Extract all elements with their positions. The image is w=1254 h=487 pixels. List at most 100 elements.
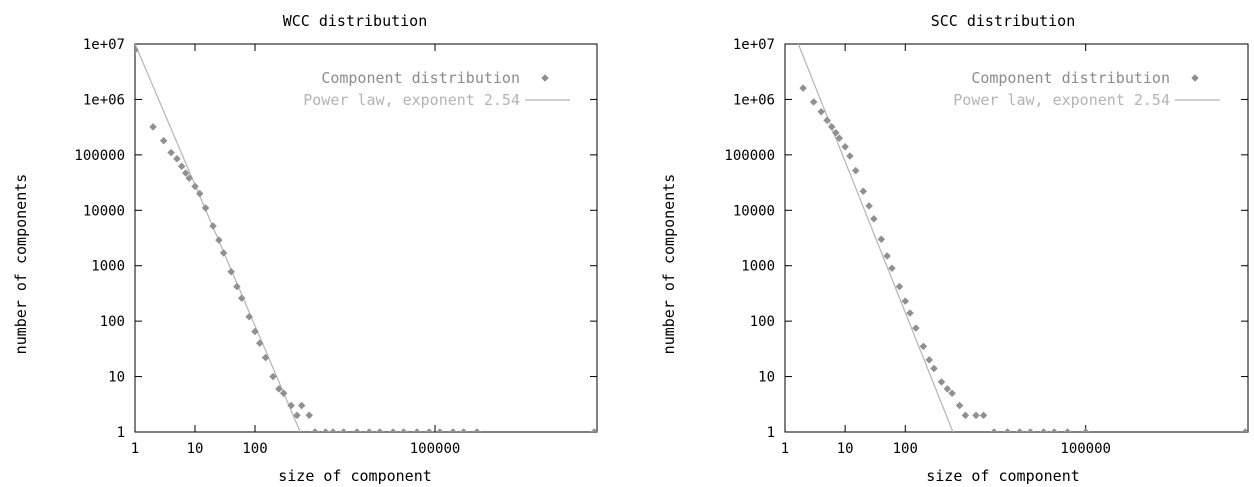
data-point xyxy=(948,389,956,398)
x-axis-label: size of component xyxy=(926,467,1080,485)
data-point xyxy=(177,162,186,171)
data-point xyxy=(389,428,397,432)
data-point xyxy=(269,372,277,381)
data-point xyxy=(888,264,896,273)
x-tick-label: 10 xyxy=(837,441,854,457)
plot-area: 1 10 100 100000 1 10 100 1000 10000 100000 1e+06 1e… xyxy=(724,37,1249,457)
data-point xyxy=(209,222,217,230)
y-tick-label: 1000 xyxy=(741,259,775,275)
data-point xyxy=(955,401,964,410)
data-point xyxy=(435,428,444,432)
data-point xyxy=(245,312,254,321)
data-point xyxy=(181,169,190,177)
data-point xyxy=(990,428,998,432)
data-point xyxy=(817,107,826,116)
data-point xyxy=(293,411,301,420)
data-point xyxy=(1063,428,1072,432)
data-point xyxy=(215,236,223,244)
data-point xyxy=(919,342,928,351)
data-point xyxy=(1050,428,1059,432)
legend-label: Power law, exponent 2.54 xyxy=(303,91,520,109)
data-point xyxy=(877,235,886,244)
x-tick-label: 100000 xyxy=(1060,441,1111,457)
scc-chart: SCC distribution size of component numbe… xyxy=(660,12,1249,485)
data-point xyxy=(251,327,259,336)
x-tick-label: 1 xyxy=(781,441,789,457)
data-point xyxy=(201,204,210,212)
data-point xyxy=(1026,428,1035,432)
data-point xyxy=(399,428,408,432)
data-point xyxy=(851,166,860,175)
data-point xyxy=(159,136,168,145)
x-tick-label: 100 xyxy=(242,441,267,457)
y-axis-label: number of components xyxy=(12,174,30,355)
power-law-line xyxy=(797,44,954,432)
legend-label: Component distribution xyxy=(321,69,520,87)
data-point xyxy=(227,267,235,276)
x-tick-label: 10 xyxy=(187,441,204,457)
x-tick-label: 100 xyxy=(893,441,918,457)
wcc-chart: WCC distribution size of component numbe… xyxy=(12,12,598,485)
data-point xyxy=(365,428,374,432)
data-point xyxy=(219,249,228,257)
data-point xyxy=(590,428,597,432)
data-point xyxy=(869,215,878,223)
data-point xyxy=(449,428,457,432)
x-tick-label: 1 xyxy=(131,441,139,457)
data-point xyxy=(413,428,421,432)
data-point xyxy=(809,98,818,106)
data-point xyxy=(167,148,175,157)
data-point xyxy=(329,428,337,432)
data-point xyxy=(979,411,988,420)
legend-label: Power law, exponent 2.54 xyxy=(953,91,1170,109)
x-tick-label: 100000 xyxy=(410,441,461,457)
data-point xyxy=(297,401,306,410)
data-point xyxy=(185,174,194,183)
data-point xyxy=(353,428,361,432)
data-point xyxy=(895,282,904,291)
data-point xyxy=(195,189,204,198)
data-point xyxy=(1015,428,1024,432)
y-tick-label: 1e+07 xyxy=(83,37,125,53)
data-point xyxy=(459,428,468,432)
data-point xyxy=(841,142,849,151)
y-tick-label: 100 xyxy=(100,314,125,330)
data-point xyxy=(961,411,970,420)
data-point xyxy=(149,123,157,131)
x-axis-label: size of component xyxy=(278,467,432,485)
data-point xyxy=(865,202,873,210)
data-layer xyxy=(135,44,597,432)
data-point xyxy=(901,297,910,305)
y-tick-label: 1000 xyxy=(91,259,125,275)
y-tick-label: 10 xyxy=(758,370,775,386)
data-point xyxy=(321,428,330,432)
data-point xyxy=(275,385,283,393)
y-tick-label: 100000 xyxy=(74,148,125,164)
data-point xyxy=(912,324,920,332)
legend-marker xyxy=(541,74,549,82)
data-point xyxy=(827,123,836,131)
data-point xyxy=(883,252,892,260)
data-point xyxy=(191,182,199,191)
y-tick-label: 100 xyxy=(750,314,775,330)
data-point xyxy=(339,428,348,432)
data-point xyxy=(930,364,938,373)
data-point xyxy=(846,152,854,160)
data-point xyxy=(425,428,434,432)
data-point xyxy=(237,294,246,302)
data-point xyxy=(173,154,181,163)
data-point xyxy=(255,339,264,348)
data-point xyxy=(1039,428,1048,432)
y-tick-label: 1 xyxy=(117,425,125,441)
data-point xyxy=(261,353,270,362)
data-point xyxy=(473,428,481,432)
legend-label: Component distribution xyxy=(971,69,1170,87)
y-axis-label: number of components xyxy=(660,174,678,355)
data-point xyxy=(972,411,980,420)
y-tick-label: 10000 xyxy=(733,203,775,219)
data-point xyxy=(823,116,831,125)
data-point xyxy=(233,282,241,291)
data-point xyxy=(305,411,314,420)
data-point xyxy=(831,128,840,137)
data-layer xyxy=(797,44,1248,432)
